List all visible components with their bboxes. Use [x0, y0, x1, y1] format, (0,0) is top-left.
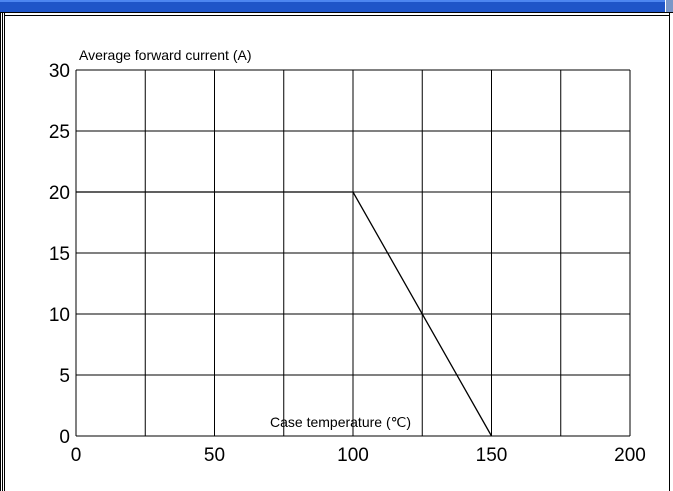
x-tick-label: 100 [337, 445, 369, 466]
y-axis-label: Average forward current (A) [79, 47, 251, 63]
y-tick-label: 20 [49, 183, 70, 204]
window-title-bar [0, 0, 673, 12]
x-tick-labels: 0 50 100 150 200 [71, 445, 646, 466]
y-tick-label: 10 [49, 305, 70, 326]
y-tick-label: 5 [59, 366, 70, 387]
frame-right-border [669, 12, 673, 491]
title-bar-highlight [0, 0, 673, 2]
y-tick-label: 25 [49, 122, 70, 143]
x-tick-label: 150 [476, 445, 508, 466]
chart-plot-area [76, 191, 493, 437]
series-line [76, 191, 493, 437]
frame-top-border [0, 12, 673, 13]
frame-inner-top-border [5, 15, 669, 16]
x-axis-label: Case temperature (℃) [270, 414, 411, 430]
title-bar-corner [665, 0, 673, 12]
y-tick-labels: 0 5 10 15 20 25 30 [49, 61, 70, 448]
frame-left-border [0, 12, 5, 491]
x-tick-label: 200 [614, 445, 646, 466]
frame-left-inner-border [2, 12, 3, 491]
y-tick-label: 0 [59, 427, 70, 448]
chart-grid [75, 69, 631, 437]
y-tick-label: 15 [49, 244, 70, 265]
y-tick-label: 30 [49, 61, 70, 82]
x-tick-label: 0 [71, 445, 82, 466]
x-tick-label: 50 [204, 445, 225, 466]
